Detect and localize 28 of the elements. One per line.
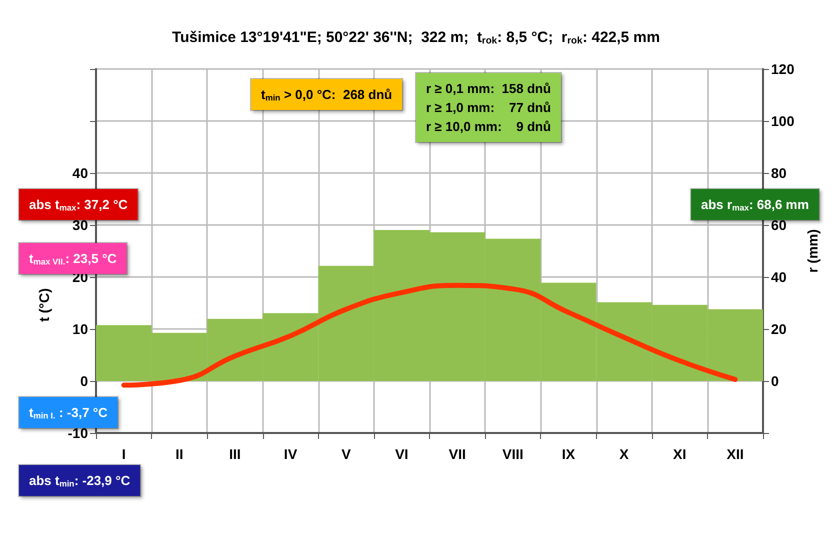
x-tick-label: VIII — [502, 446, 524, 462]
y2-axis-title: r (mm) — [804, 229, 820, 273]
y-axis-title: t (°C) — [36, 288, 52, 322]
y-tick-label: 0 — [80, 373, 88, 389]
x-tick-label: II — [175, 446, 184, 462]
x-tick-label: I — [122, 446, 126, 462]
y2-tick-label: 40 — [771, 269, 787, 285]
y2-tick-label: 60 — [771, 217, 787, 233]
y2-tick-label: 100 — [771, 113, 795, 129]
y2-tick-label: 0 — [771, 373, 779, 389]
y-tick-label: 10 — [72, 321, 88, 337]
y-tick-label: -10 — [68, 425, 88, 441]
y-tick-label: 40 — [72, 165, 88, 181]
x-tick-label: IV — [284, 446, 298, 462]
x-tick-label: X — [619, 446, 630, 462]
y2-tick-label: 20 — [771, 321, 787, 337]
y2-tick-label: 120 — [771, 61, 795, 77]
annotation: r ≥ 0,1 mm: 158 dnů r ≥ 1,0 mm: 77 dnů r ≥ 10,0 mm: 9 dnů — [426, 81, 551, 134]
x-tick-label: VI — [395, 446, 408, 462]
x-tick-label: III — [229, 446, 241, 462]
x-tick-label: XI — [673, 446, 686, 462]
chart-title: Tušimice 13°19'41"E; 50°22' 36''N; 322 m; trok: 8,5 °C; rrok: 422,5 mm — [172, 29, 660, 46]
y2-tick-label: 80 — [771, 165, 787, 181]
x-tick-label: XII — [726, 446, 744, 462]
x-tick-label: V — [341, 446, 352, 462]
y-tick-label: 30 — [72, 217, 88, 233]
x-tick-label: IX — [562, 446, 576, 462]
x-tick-label: VII — [448, 446, 466, 462]
